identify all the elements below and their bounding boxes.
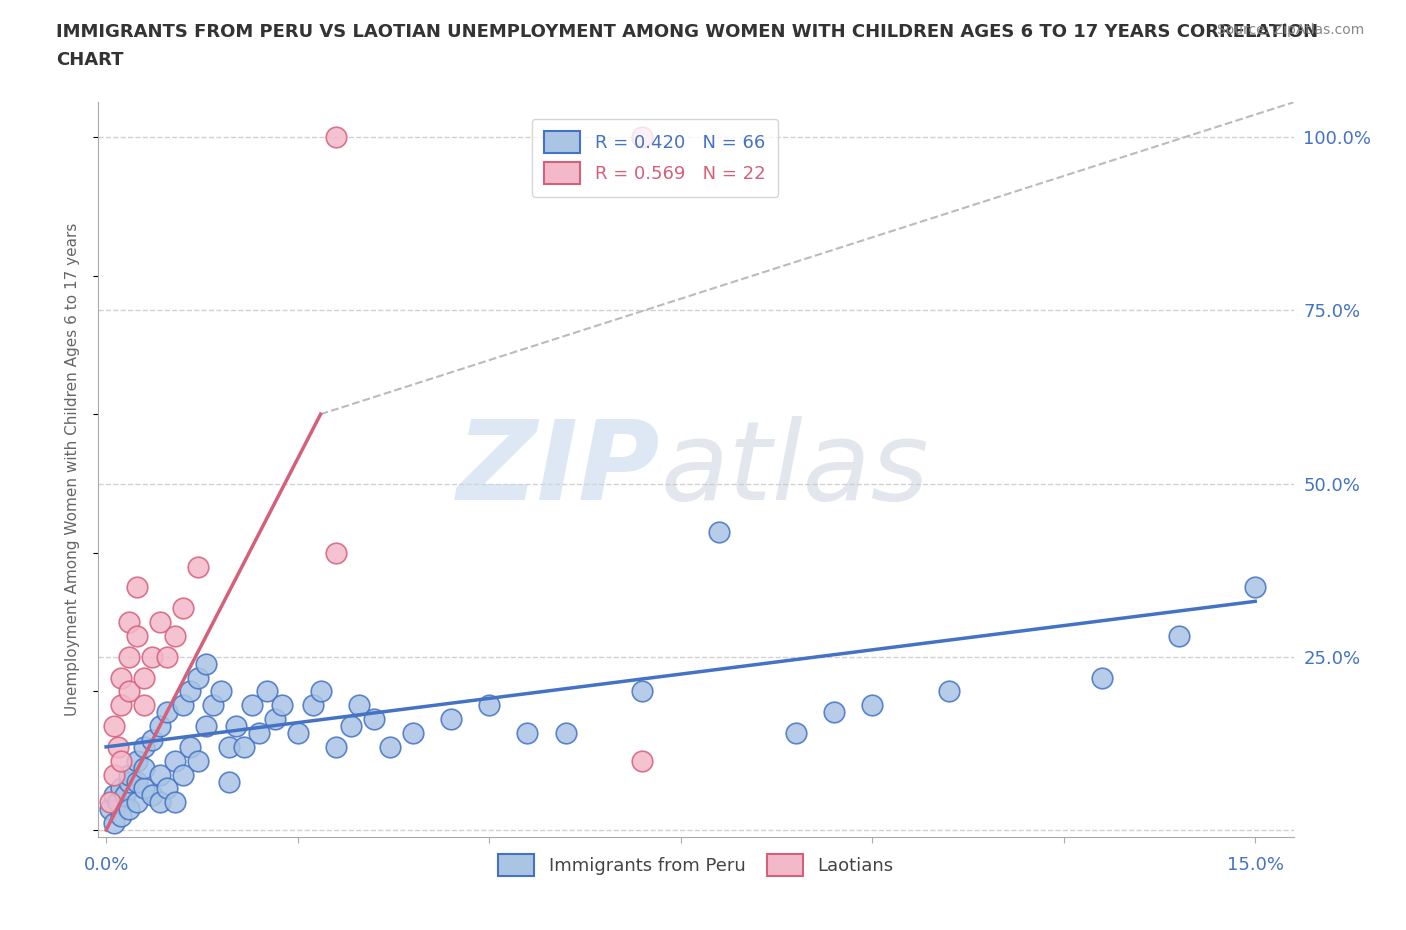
Point [98,802,121,817]
Point [218,739,240,754]
Point [141,649,163,664]
Point [149,719,172,734]
Point [110,671,132,685]
Point [118,774,141,789]
Point [187,753,209,768]
Point [110,753,132,768]
Point [271,698,294,712]
Point [156,781,179,796]
Point [240,698,263,712]
Point [340,719,363,734]
Point [107,739,129,754]
Point [256,684,278,698]
Point [302,698,325,712]
Point [378,739,401,754]
Point [125,629,148,644]
Point [631,129,654,144]
Point [1244,580,1267,595]
Point [325,129,347,144]
Point [785,725,807,740]
Point [149,795,172,810]
Point [118,767,141,782]
Point [141,788,163,803]
Point [125,580,148,595]
Point [103,788,125,803]
Text: CHART: CHART [56,51,124,69]
Point [110,809,132,824]
Point [860,698,883,712]
Point [233,739,256,754]
Point [516,725,538,740]
Point [149,615,172,630]
Point [247,725,270,740]
Point [163,753,186,768]
Point [114,788,136,803]
Text: atlas: atlas [661,416,929,524]
Point [149,767,172,782]
Text: Source: ZipAtlas.com: Source: ZipAtlas.com [1216,23,1364,37]
Point [309,684,332,698]
Point [103,767,125,782]
Point [134,760,156,775]
Text: IMMIGRANTS FROM PERU VS LAOTIAN UNEMPLOYMENT AMONG WOMEN WITH CHILDREN AGES 6 TO: IMMIGRANTS FROM PERU VS LAOTIAN UNEMPLOY… [56,23,1319,41]
Point [1091,671,1114,685]
Point [325,739,347,754]
Point [194,657,217,671]
Point [209,684,232,698]
Legend: Immigrants from Peru, Laotians: Immigrants from Peru, Laotians [491,846,901,884]
Point [194,719,217,734]
Point [98,795,121,810]
Point [125,774,148,789]
Point [156,705,179,720]
Point [125,753,148,768]
Point [172,698,194,712]
Point [118,684,141,698]
Point [107,795,129,810]
Point [163,795,186,810]
Point [631,684,654,698]
Point [938,684,960,698]
Point [134,739,156,754]
Text: 0.0%: 0.0% [83,857,129,874]
Point [172,601,194,616]
Point [554,725,576,740]
Point [156,649,179,664]
Point [187,671,209,685]
Point [134,671,156,685]
Point [141,733,163,748]
Point [325,545,347,560]
Point [263,711,285,726]
Point [110,781,132,796]
Point [134,781,156,796]
Y-axis label: Unemployment Among Women with Children Ages 6 to 17 years: Unemployment Among Women with Children A… [65,223,80,716]
Point [118,649,141,664]
Point [163,629,186,644]
Point [187,559,209,574]
Point [225,719,247,734]
Point [118,615,141,630]
Point [287,725,309,740]
Point [347,698,370,712]
Point [631,753,654,768]
Point [1167,629,1189,644]
Point [179,684,201,698]
Point [823,705,845,720]
Point [118,802,141,817]
Point [218,774,240,789]
Point [110,698,132,712]
Point [440,711,463,726]
Point [202,698,225,712]
Point [103,816,125,830]
Point [401,725,423,740]
Point [707,525,730,539]
Point [172,767,194,782]
Point [179,739,201,754]
Point [103,719,125,734]
Text: 15.0%: 15.0% [1226,857,1284,874]
Point [125,795,148,810]
Text: ZIP: ZIP [457,416,661,524]
Point [134,698,156,712]
Point [363,711,385,726]
Point [478,698,501,712]
